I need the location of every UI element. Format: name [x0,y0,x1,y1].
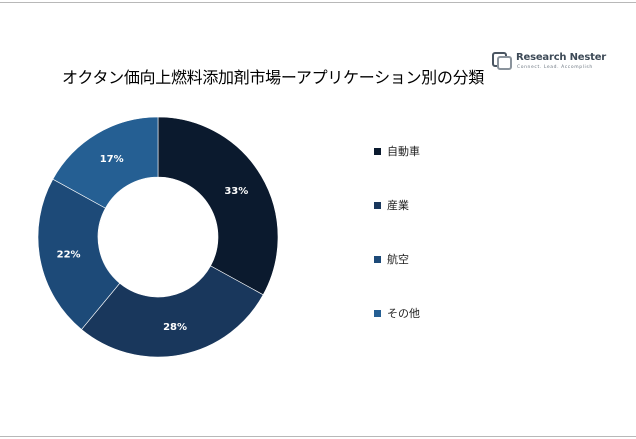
donut-value-labels: 33% 28% 22% 17% [57,154,249,333]
slice-3 [37,178,121,330]
research-nester-logo: Research Nester Connect. Lead. Accomplis… [492,50,612,76]
logo-tagline: Connect. Lead. Accomplish [517,65,593,70]
slice-4 [52,116,159,209]
slice-2 [81,265,264,358]
legend-swatch [374,309,381,317]
legend-item-1: 自動車 [374,143,420,159]
slice-value-label-2: 28% [163,322,187,333]
donut-slices [37,116,279,358]
legend-label: 自動車 [387,145,420,158]
slice-value-label-1: 33% [224,186,248,197]
chart-title: オクタン価向上燃料添加剤市場ーアプリケーション別の分類 [62,68,484,87]
slice-1 [157,116,279,296]
legend-item-2: 産業 [374,197,409,213]
legend-label: 産業 [387,199,409,212]
legend-label: 航空 [387,253,409,266]
slice-value-label-3: 22% [57,250,81,261]
legend-item-4: その他 [374,305,420,321]
bottom-divider [0,436,636,437]
legend-item-3: 航空 [374,251,409,267]
top-divider [0,2,636,3]
legend-swatch [374,255,381,263]
slice-value-label-4: 17% [100,154,124,165]
logo-name: Research Nester [516,52,607,63]
legend-swatch [374,147,381,155]
logo-mark-icon [492,52,512,70]
legend-label: その他 [387,307,420,320]
legend-swatch [374,201,381,209]
